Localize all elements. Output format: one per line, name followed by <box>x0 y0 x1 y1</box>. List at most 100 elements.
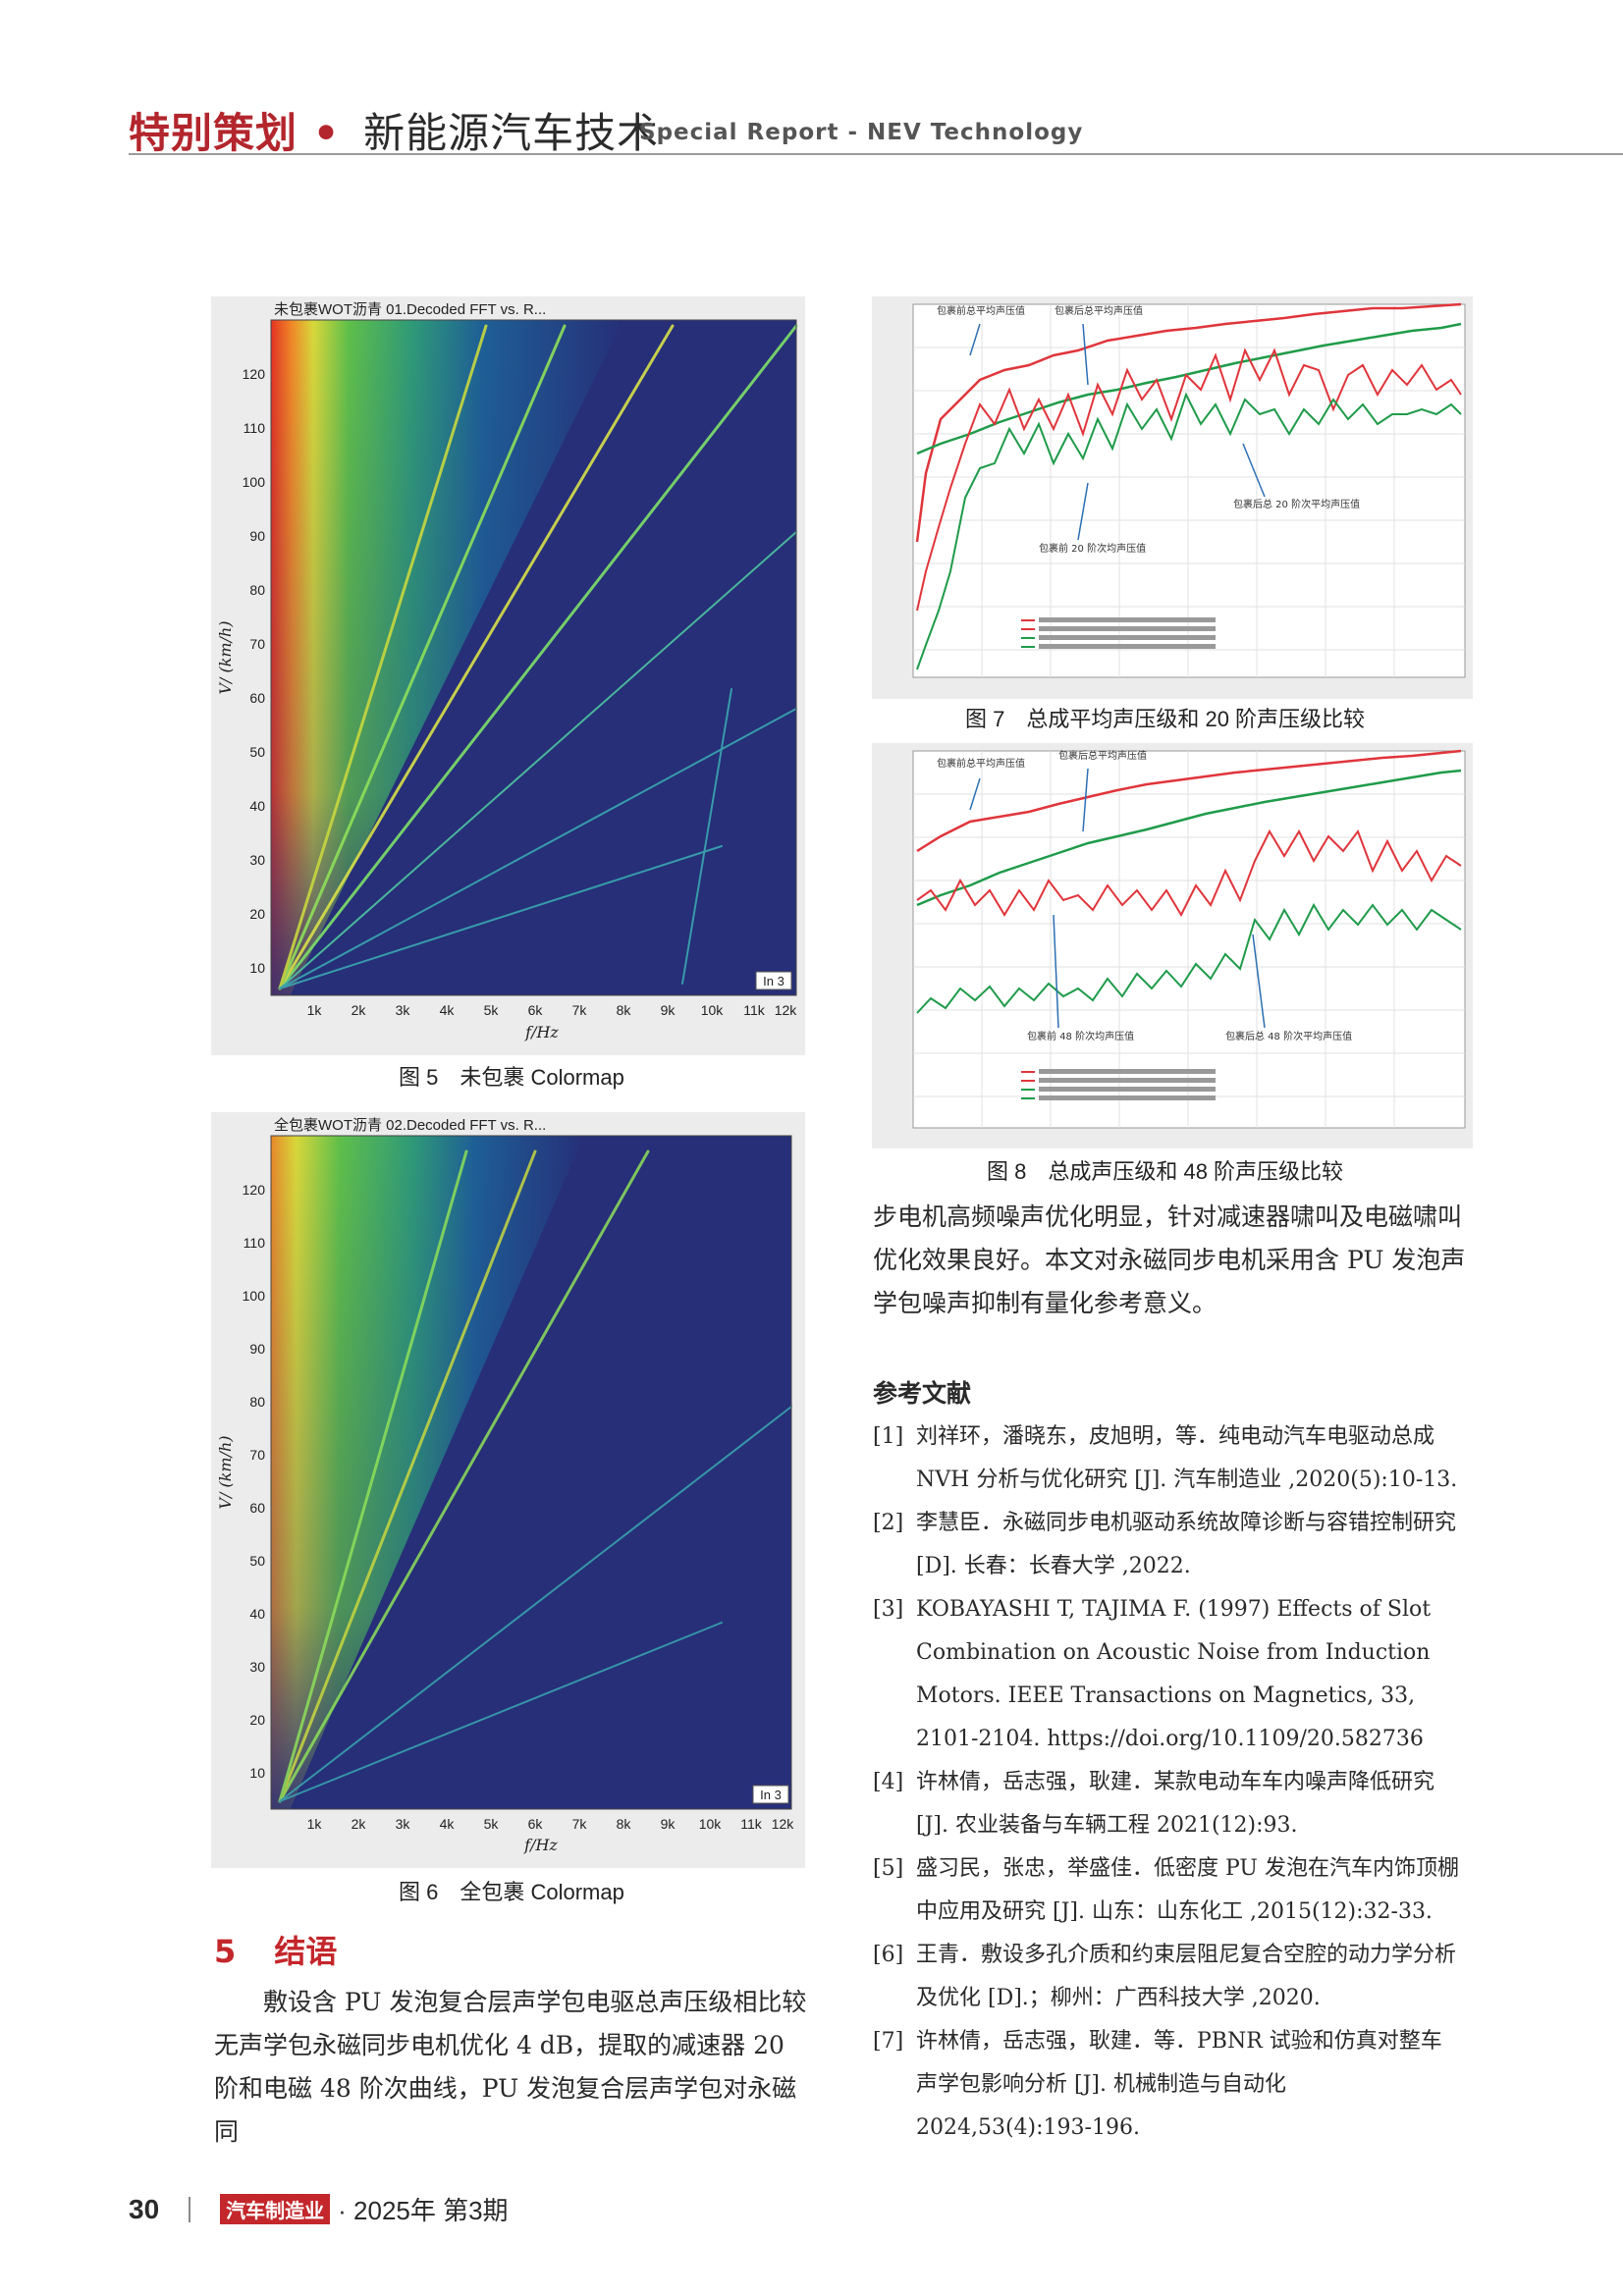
header-divider <box>129 153 1623 155</box>
fig6-colormap: 全包裹WOT沥青 02.Decoded FFT vs. R... 120 110… <box>216 1116 795 1854</box>
fig5-xtick: 3k <box>396 1002 411 1018</box>
fig5-xtick: 11k <box>743 1002 766 1018</box>
fig8-ann-before-avg: 包裹前总平均声压值 <box>937 757 1025 770</box>
reference-text: 许林倩，岳志强，耿建．某款电动车车内噪声降低研究 [J]. 农业装备与车辆工程 … <box>916 1770 1435 1838</box>
fig5-colormap: 未包裹WOT沥青 01.Decoded FFT vs. R... 120 110… <box>216 301 798 1041</box>
fig6-xtick: 11k <box>740 1816 763 1832</box>
references-heading: 参考文献 <box>873 1379 972 1408</box>
reference-number: [4] <box>873 1770 904 1794</box>
fig5-ytick: 40 <box>249 798 265 814</box>
reference-item: [2] 李慧臣．永磁同步电机驱动系统故障诊断与容错控制研究 [D]. 长春：长春… <box>873 1502 1462 1588</box>
fig5-ytick: 70 <box>249 636 265 652</box>
header-dot: • <box>312 109 341 157</box>
fig6-xtick: 12k <box>772 1816 795 1832</box>
reference-text: KOBAYASHI T, TAJIMA F. (1997) Effects of… <box>916 1597 1432 1751</box>
fig6-ytick: 90 <box>249 1341 265 1357</box>
reference-text: 盛习民，张忠，举盛佳．低密度 PU 发泡在汽车内饰顶棚中应用及研究 [J]. 山… <box>916 1856 1459 1924</box>
reference-number: [5] <box>873 1856 904 1881</box>
reference-text: 王青．敷设多孔介质和约束层阻尼复合空腔的动力学分析及优化 [D].；柳州：广西科… <box>916 1943 1457 2010</box>
header-topic-cn: 新能源汽车技术 <box>363 109 660 157</box>
reference-number: [7] <box>873 2029 904 2054</box>
fig7-ann-after-avg: 包裹后总平均声压值 <box>1055 304 1143 317</box>
fig8-ann-after-avg: 包裹后总平均声压值 <box>1058 749 1147 762</box>
figure-8: 包裹前总平均声压值 包裹后总平均声压值 包裹前 48 阶次均声压值 包裹后总 4… <box>872 743 1473 1148</box>
fig5-ytick: 10 <box>249 960 265 976</box>
reference-text: 李慧臣．永磁同步电机驱动系统故障诊断与容错控制研究 [D]. 长春：长春大学 ,… <box>916 1511 1457 1578</box>
footer-divider <box>189 2196 191 2222</box>
figure-6-caption: 图 6 全包裹 Colormap <box>399 1880 624 1904</box>
fig6-xtick: 9k <box>661 1816 676 1832</box>
figure-5-caption: 图 5 未包裹 Colormap <box>399 1065 624 1090</box>
fig6-xtick: 8k <box>617 1816 632 1832</box>
fig6-ytick: 100 <box>243 1288 266 1304</box>
fig7-ann-before-avg: 包裹前总平均声压值 <box>937 304 1025 317</box>
fig6-xtick: 1k <box>307 1816 323 1832</box>
page-number: 30 <box>129 2193 160 2224</box>
section-title: 5 结语 <box>214 1927 337 1972</box>
fig5-ylabel: V/ (km/h) <box>216 620 235 694</box>
fig6-xtick: 4k <box>440 1816 456 1832</box>
right-column-paragraph: 步电机高频噪声优化明显，针对减速器啸叫及电磁啸叫优化效果良好。本文对永磁同步电机… <box>873 1202 1466 1317</box>
fig8-ann-after-order: 包裹后总 48 阶次平均声压值 <box>1225 1030 1352 1042</box>
fig6-ytick: 70 <box>249 1447 265 1463</box>
fig6-ytick: 50 <box>249 1553 265 1569</box>
fig5-ytick: 50 <box>249 744 265 760</box>
reference-item: [4] 许林倩，岳志强，耿建．某款电动车车内噪声降低研究 [J]. 农业装备与车… <box>873 1761 1462 1847</box>
section-number: 5 <box>214 1933 237 1970</box>
fig5-ytick: 100 <box>243 474 266 490</box>
issue-info: · 2025年 第3期 <box>338 2196 509 2225</box>
magazine-logo: 汽车制造业 <box>220 2194 331 2224</box>
fig5-xtick: 12k <box>775 1002 798 1018</box>
fig5-xtick: 5k <box>484 1002 500 1018</box>
reference-item: [5] 盛习民，张忠，举盛佳．低密度 PU 发泡在汽车内饰顶棚中应用及研究 [J… <box>873 1847 1462 1934</box>
reference-number: [3] <box>873 1597 904 1622</box>
fig6-ytick: 120 <box>243 1182 266 1198</box>
reference-item: [3] KOBAYASHI T, TAJIMA F. (1997) Effect… <box>873 1588 1462 1761</box>
fig5-xtick: 8k <box>617 1002 632 1018</box>
fig5-chart-title: 未包裹WOT沥青 01.Decoded FFT vs. R... <box>274 301 546 318</box>
reference-item: [6] 王青．敷设多孔介质和约束层阻尼复合空腔的动力学分析及优化 [D].；柳州… <box>873 1934 1462 2020</box>
section-title-text: 结语 <box>274 1933 338 1970</box>
reference-text: 许林倩，岳志强，耿建．等．PBNR 试验和仿真对整车声学包影响分析 [J]. 机… <box>916 2029 1442 2140</box>
reference-number: [1] <box>873 1424 904 1449</box>
figure-7: 包裹前总平均声压值 包裹后总平均声压值 包裹后总 20 阶次平均声压值 包裹前 … <box>872 296 1473 699</box>
fig6-ytick: 60 <box>249 1500 265 1516</box>
fig5-xtick: 6k <box>528 1002 544 1018</box>
reference-number: [2] <box>873 1511 904 1535</box>
fig6-ytick: 30 <box>249 1659 265 1675</box>
fig5-ytick: 90 <box>249 528 265 544</box>
fig6-ytick: 110 <box>243 1235 266 1251</box>
figure-6: 全包裹WOT沥青 02.Decoded FFT vs. R... 120 110… <box>211 1112 805 1868</box>
header-section-en: Special Report - NEV Technology <box>639 120 1084 145</box>
page-footer: 30 汽车制造业 · 2025年 第3期 <box>129 2191 509 2227</box>
fig6-xtick: 10k <box>699 1816 723 1832</box>
fig7-ann-before-order: 包裹前 20 阶次均声压值 <box>1039 542 1146 555</box>
fig5-xtick: 1k <box>307 1002 323 1018</box>
fig5-xlabel: f/Hz <box>524 1023 559 1041</box>
fig6-ytick: 40 <box>249 1606 265 1622</box>
fig6-ytick: 80 <box>249 1394 265 1410</box>
figure-5: 未包裹WOT沥青 01.Decoded FFT vs. R... 120 110… <box>211 296 805 1055</box>
fig6-chart-title: 全包裹WOT沥青 02.Decoded FFT vs. R... <box>274 1116 546 1134</box>
fig6-xtick: 7k <box>572 1816 588 1832</box>
reference-number: [6] <box>873 1943 904 1967</box>
fig8-line-chart: 包裹前总平均声压值 包裹后总平均声压值 包裹前 48 阶次均声压值 包裹后总 4… <box>912 749 1466 1129</box>
fig6-ytick: 10 <box>249 1765 265 1781</box>
section-5-paragraph: 敷设含 PU 发泡复合层声学包电驱总声压级相比较无声学包永磁同步电机优化 4 d… <box>214 1988 807 2146</box>
fig5-ytick: 80 <box>249 582 265 598</box>
header-section-cn: 特别策划 <box>129 109 298 157</box>
fig5-ytick: 60 <box>249 690 265 706</box>
header-section-title: 特别策划 • 新能源汽车技术 <box>129 100 659 160</box>
fig5-xtick: 9k <box>661 1002 676 1018</box>
figure-7-caption: 图 7 总成平均声压级和 20 阶声压级比较 <box>965 707 1366 731</box>
fig6-xtick: 2k <box>352 1816 367 1832</box>
reference-item: [1] 刘祥环，潘晓东，皮旭明，等．纯电动汽车电驱动总成 NVH 分析与优化研究… <box>873 1415 1462 1502</box>
fig5-xtick: 10k <box>701 1002 725 1018</box>
figure-8-caption: 图 8 总成声压级和 48 阶声压级比较 <box>987 1159 1344 1184</box>
fig5-ytick: 120 <box>243 366 266 382</box>
fig5-xtick: 4k <box>440 1002 456 1018</box>
fig6-xtick: 5k <box>484 1816 500 1832</box>
fig8-ann-before-order: 包裹前 48 阶次均声压值 <box>1027 1030 1134 1042</box>
fig6-ylabel: V/ (km/h) <box>216 1435 235 1509</box>
fig5-xtick: 7k <box>572 1002 588 1018</box>
